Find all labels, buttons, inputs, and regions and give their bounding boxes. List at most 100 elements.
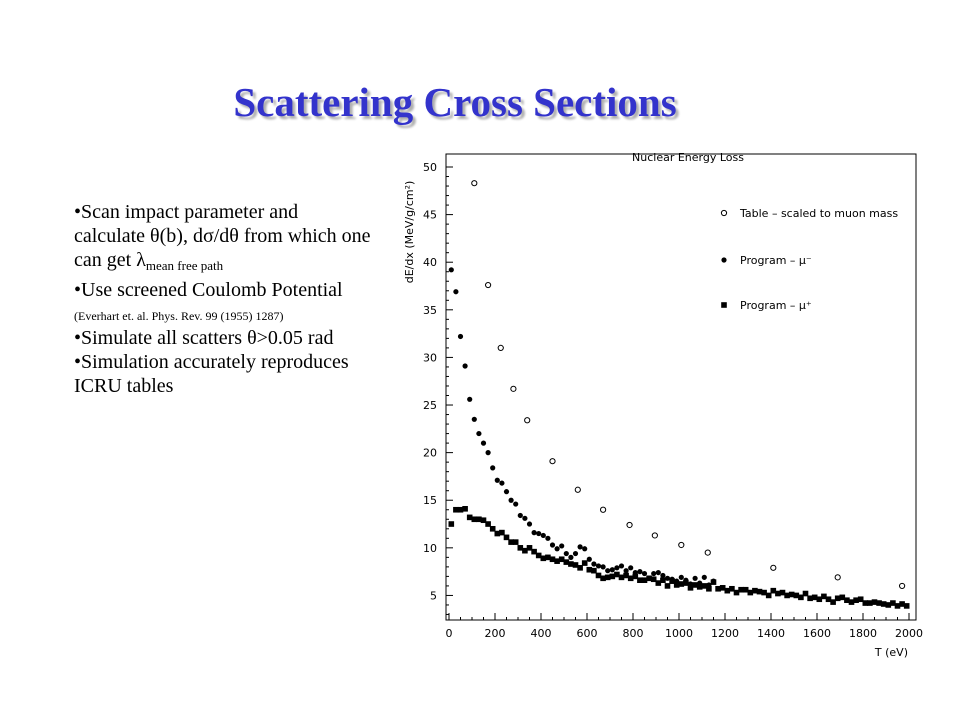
bullet-list: •Scan impact parameter and calculate θ(b…: [74, 200, 374, 398]
data-point: [522, 547, 528, 554]
data-point: [701, 574, 707, 580]
data-point: [600, 564, 606, 570]
data-point: [563, 550, 569, 557]
data-point: [600, 575, 606, 582]
y-tick-label: 45: [423, 209, 437, 222]
data-point: [577, 565, 583, 571]
data-point: [719, 585, 726, 591]
data-point: [770, 564, 777, 571]
data-point: [549, 556, 556, 563]
x-tick-label: 200: [485, 627, 506, 640]
y-tick-label: 25: [423, 399, 437, 412]
data-point: [471, 516, 478, 523]
data-point: [899, 582, 906, 590]
y-tick-label: 40: [423, 256, 437, 269]
data-point: [844, 597, 850, 603]
data-point: [480, 517, 487, 524]
data-point: [595, 572, 602, 579]
data-point: [747, 589, 754, 596]
x-tick-label: 0: [446, 627, 453, 640]
data-point: [834, 595, 841, 602]
data-point: [480, 440, 487, 446]
data-point: [770, 587, 777, 594]
bullet-item: •Use screened Coulomb Potential (Everhar…: [74, 278, 374, 326]
data-point: [637, 577, 643, 584]
bullet-text: •Scan impact parameter and calculate θ(b…: [74, 201, 371, 271]
data-point: [476, 430, 482, 437]
bullet-text: •Simulation accurately reproduces ICRU t…: [74, 351, 349, 397]
legend-marker: [721, 302, 727, 308]
data-point: [462, 363, 468, 369]
data-point: [761, 589, 767, 596]
data-point: [490, 465, 496, 471]
data-point: [609, 567, 615, 573]
data-point: [651, 532, 658, 539]
data-point: [604, 574, 611, 581]
data-point: [876, 600, 882, 606]
data-point: [628, 565, 634, 571]
data-point: [678, 541, 685, 549]
legend-marker: [720, 209, 728, 217]
data-point: [614, 571, 620, 578]
x-axis-label: T (eV): [874, 646, 908, 659]
data-point: [574, 486, 581, 493]
x-tick-label: 400: [531, 627, 552, 640]
data-point: [885, 602, 892, 608]
data-point: [738, 586, 744, 593]
bullet-citation: (Everhart et. al. Phys. Rev. 99 (1955) 1…: [74, 309, 284, 323]
bullet-item: •Scan impact parameter and calculate θ(b…: [74, 200, 374, 278]
data-point: [517, 512, 523, 519]
data-point: [867, 600, 873, 606]
data-point: [595, 563, 602, 569]
legend-marker: [721, 257, 727, 263]
data-point: [798, 594, 804, 601]
data-point: [517, 545, 524, 551]
data-point: [554, 546, 560, 552]
data-point: [558, 556, 565, 563]
data-point: [664, 583, 671, 589]
data-point: [614, 565, 620, 571]
data-point: [467, 396, 473, 402]
data-point: [637, 569, 643, 575]
y-tick-label: 20: [423, 447, 437, 460]
data-point: [526, 521, 533, 527]
data-point: [687, 585, 694, 591]
data-point: [572, 550, 579, 557]
x-tick-label: 1600: [803, 627, 831, 640]
data-point: [839, 594, 846, 601]
data-point: [485, 521, 491, 527]
data-point: [857, 596, 864, 603]
data-point: [706, 585, 712, 592]
chart-title: Nuclear Energy Loss: [632, 151, 744, 164]
data-point: [742, 586, 749, 593]
data-point: [899, 601, 905, 607]
data-point: [784, 592, 790, 599]
plot-frame: [445, 153, 917, 621]
data-point: [448, 267, 454, 273]
data-point: [471, 180, 478, 187]
legend-entry: Program – μ⁺: [740, 299, 812, 312]
data-point: [549, 458, 556, 465]
data-point: [591, 567, 597, 574]
data-point: [466, 514, 473, 521]
data-point: [678, 581, 685, 587]
data-point: [715, 585, 721, 592]
data-point: [811, 594, 818, 601]
legend-entry: Table – scaled to muon mass: [739, 207, 898, 220]
data-point: [499, 480, 505, 486]
data-point: [545, 554, 551, 561]
bullet-text: •Simulate all scatters θ>0.05 rad: [74, 327, 334, 349]
data-point: [485, 450, 491, 456]
data-point: [497, 344, 504, 351]
data-point: [692, 582, 698, 588]
data-point: [572, 562, 579, 568]
data-point: [453, 289, 459, 295]
data-point: [626, 521, 633, 529]
data-point: [660, 572, 666, 579]
data-point: [549, 542, 556, 548]
data-point: [816, 596, 823, 603]
data-point: [545, 535, 551, 541]
data-point: [586, 556, 592, 562]
data-point: [756, 588, 763, 595]
